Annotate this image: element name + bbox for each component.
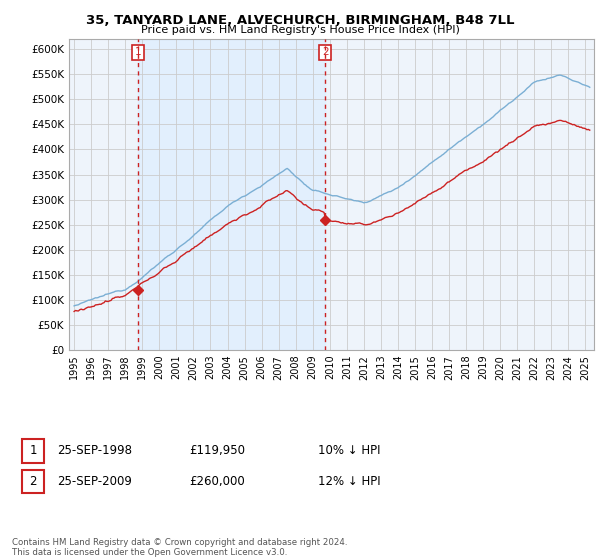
Bar	[137, 39, 325, 350]
Text: £260,000: £260,000	[189, 475, 245, 488]
Text: 2: 2	[29, 475, 37, 488]
Text: Contains HM Land Registry data © Crown copyright and database right 2024.
This d: Contains HM Land Registry data © Crown c…	[12, 538, 347, 557]
Text: 2: 2	[322, 47, 329, 57]
Text: 25-SEP-1998: 25-SEP-1998	[57, 444, 132, 458]
Text: 10% ↓ HPI: 10% ↓ HPI	[318, 444, 380, 458]
Text: 12% ↓ HPI: 12% ↓ HPI	[318, 475, 380, 488]
Text: Price paid vs. HM Land Registry's House Price Index (HPI): Price paid vs. HM Land Registry's House …	[140, 25, 460, 35]
Text: 35, TANYARD LANE, ALVECHURCH, BIRMINGHAM, B48 7LL: 35, TANYARD LANE, ALVECHURCH, BIRMINGHAM…	[86, 14, 514, 27]
Text: £119,950: £119,950	[189, 444, 245, 458]
Text: 1: 1	[134, 47, 141, 57]
Text: 1: 1	[29, 444, 37, 458]
Text: 25-SEP-2009: 25-SEP-2009	[57, 475, 132, 488]
